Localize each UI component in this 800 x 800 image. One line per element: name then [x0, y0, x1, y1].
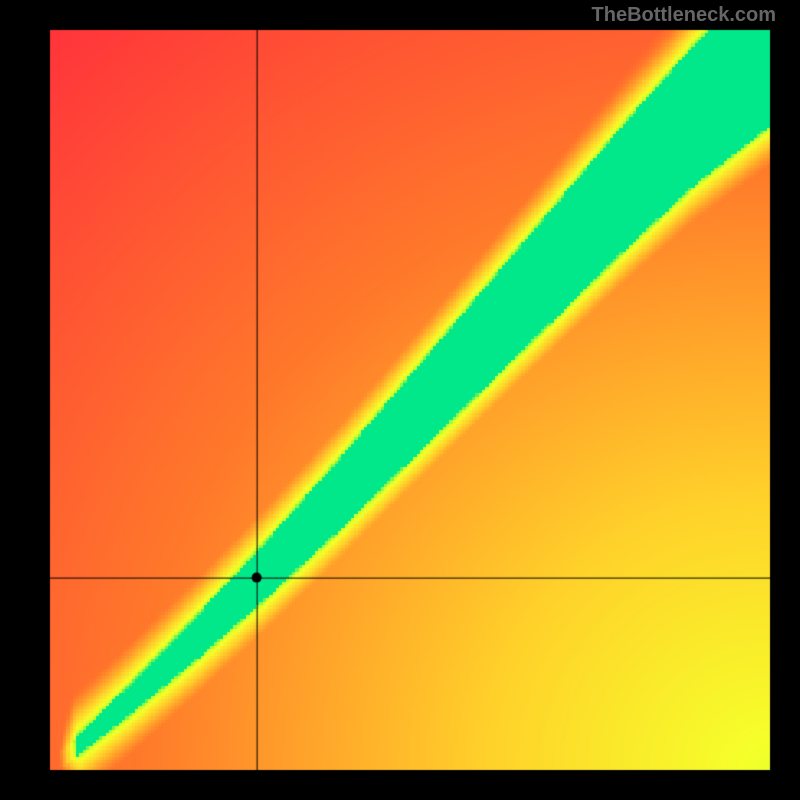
watermark-text: TheBottleneck.com	[592, 4, 776, 27]
bottleneck-heatmap	[0, 0, 800, 800]
